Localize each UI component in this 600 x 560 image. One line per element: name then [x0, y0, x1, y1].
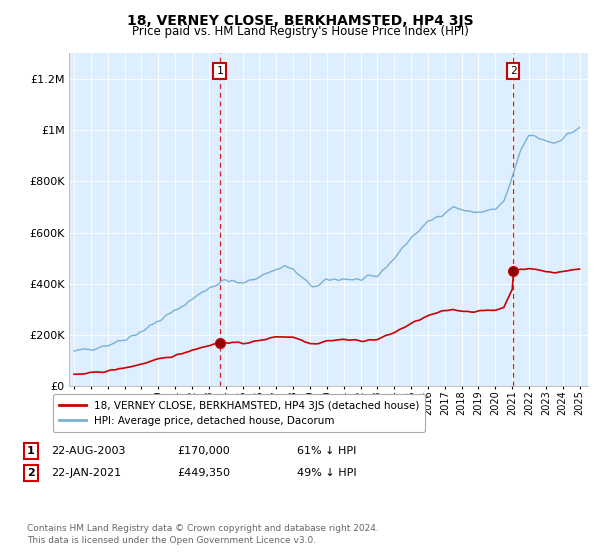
Text: 2: 2	[510, 66, 517, 76]
Text: £170,000: £170,000	[177, 446, 230, 456]
Text: 18, VERNEY CLOSE, BERKHAMSTED, HP4 3JS: 18, VERNEY CLOSE, BERKHAMSTED, HP4 3JS	[127, 14, 473, 28]
Text: Contains HM Land Registry data © Crown copyright and database right 2024.
This d: Contains HM Land Registry data © Crown c…	[27, 524, 379, 545]
Text: £449,350: £449,350	[177, 468, 230, 478]
Text: 1: 1	[27, 446, 35, 456]
Text: 61% ↓ HPI: 61% ↓ HPI	[297, 446, 356, 456]
Text: 22-AUG-2003: 22-AUG-2003	[51, 446, 125, 456]
Text: Price paid vs. HM Land Registry's House Price Index (HPI): Price paid vs. HM Land Registry's House …	[131, 25, 469, 38]
Text: 1: 1	[216, 66, 223, 76]
Text: 49% ↓ HPI: 49% ↓ HPI	[297, 468, 356, 478]
Legend: 18, VERNEY CLOSE, BERKHAMSTED, HP4 3JS (detached house), HPI: Average price, det: 18, VERNEY CLOSE, BERKHAMSTED, HP4 3JS (…	[53, 394, 425, 432]
Text: 22-JAN-2021: 22-JAN-2021	[51, 468, 121, 478]
Text: 2: 2	[27, 468, 35, 478]
